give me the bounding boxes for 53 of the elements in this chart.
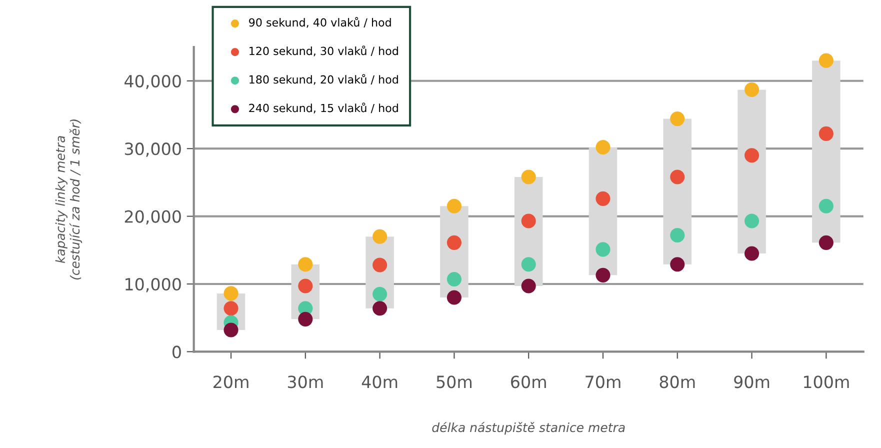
point: [372, 229, 388, 244]
point: [744, 148, 760, 163]
point: [818, 126, 834, 141]
point: [596, 140, 610, 155]
point: [744, 214, 760, 228]
point: [670, 112, 685, 126]
y-axis-title: kapacity linky metra (cestující za hod / 1 směr): [55, 120, 82, 280]
x-tick-label: 70m: [586, 376, 620, 388]
point: [670, 228, 685, 243]
point: [224, 286, 238, 301]
x-tick-label: 100m: [804, 376, 849, 388]
point: [372, 258, 388, 272]
point: [224, 322, 238, 338]
point: [596, 191, 610, 206]
point: [446, 272, 462, 287]
point: [521, 278, 536, 294]
y-tick-label: 10,000: [126, 278, 181, 292]
point: [596, 242, 610, 257]
point: [521, 257, 536, 272]
point: [818, 198, 834, 214]
legend-label: 90 sekund, 40 vlaků / hod: [249, 17, 391, 28]
y-tick-label: 20,000: [124, 210, 181, 225]
point: [744, 246, 760, 261]
point: [670, 257, 685, 272]
point: [446, 235, 462, 250]
point: [521, 214, 536, 228]
x-tick-label: 20m: [214, 376, 248, 388]
point: [298, 257, 313, 272]
point: [818, 53, 834, 68]
point: [670, 170, 685, 184]
point: [446, 198, 462, 214]
point: [372, 301, 388, 316]
point: [521, 170, 536, 184]
x-tick-label: 40m: [362, 376, 398, 388]
point: [298, 312, 313, 326]
x-tick-label: 90m: [734, 376, 770, 388]
y-tick-label: 0: [172, 346, 181, 358]
y-tick-label: 40,000: [124, 74, 181, 90]
point: [596, 268, 610, 282]
point: [744, 82, 760, 97]
x-tick-label: 80m: [660, 376, 695, 388]
x-tick-label: 30m: [288, 376, 323, 388]
x-tick-label: 60m: [511, 376, 546, 388]
legend-label: 240 sekund, 15 vlaků / hod: [249, 102, 398, 114]
x-tick-label: 50m: [436, 376, 472, 388]
legend-label: 120 sekund, 30 vlaků / hod: [250, 46, 398, 56]
bar: [812, 60, 840, 243]
point: [372, 286, 388, 302]
legend-label: 180 sekund, 20 vlaků / hod: [250, 74, 398, 85]
point: [818, 235, 834, 250]
y-tick-label: 30,000: [124, 142, 181, 157]
point: [446, 290, 462, 305]
x-axis-title: délka nástupiště stanice metra: [432, 422, 625, 435]
